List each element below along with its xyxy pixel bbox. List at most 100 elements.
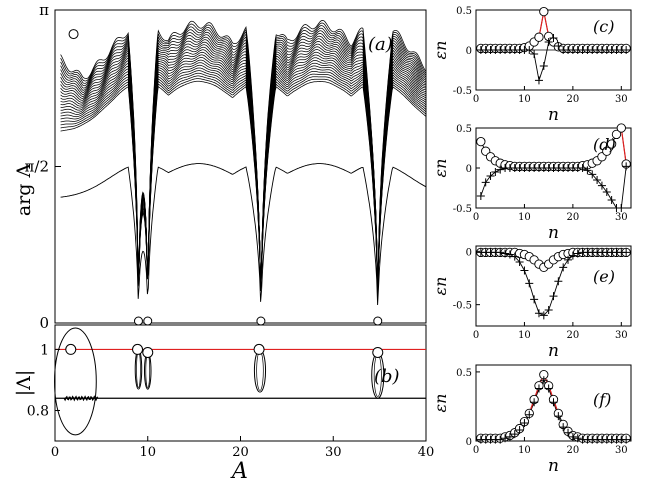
f-x-tick-label-2: 20 — [567, 445, 580, 456]
f-plus-point-5 — [496, 435, 505, 444]
f-plus-point-31 — [622, 435, 631, 444]
f-x-tick-label-1: 10 — [518, 445, 531, 456]
f-plus-point-8 — [510, 430, 519, 439]
c-plus-point-13 — [534, 76, 543, 85]
c-plus-point-12 — [530, 50, 539, 58]
c-x-tick-label-2: 20 — [567, 94, 580, 105]
f-plus-point-21 — [573, 434, 582, 443]
panel-b-inner-loop-2 — [136, 350, 141, 388]
e-x-tick-label-2: 20 — [567, 330, 580, 341]
d-plus-point-23 — [583, 166, 592, 175]
panel-b-marker-1 — [65, 343, 77, 355]
f-y-axis-label: εn — [431, 394, 450, 413]
f-plus-point-6 — [501, 434, 510, 443]
f-plus-point-12 — [530, 398, 539, 407]
panel-b-marker-2 — [132, 343, 144, 355]
panel-a-y-tick-label-2: π — [39, 1, 49, 19]
c-x-axis-label: n — [548, 105, 559, 125]
panel-b-y-axis-label: |Λ| — [13, 370, 35, 397]
d-circle-point-29 — [611, 129, 622, 140]
d-circle-point-27 — [602, 146, 612, 156]
arg-lambda-curve-22 — [60, 75, 427, 296]
c-circle-point-13 — [534, 32, 544, 42]
e-x-axis-label: n — [548, 341, 559, 361]
panel-b-x-tick-label-1: 10 — [139, 445, 156, 460]
f-plus-point-19 — [564, 428, 573, 437]
d-plus-point-31 — [622, 162, 631, 171]
d-panel-label: (d) — [593, 135, 616, 154]
e-plus-point-8 — [510, 252, 519, 261]
panel-a-y-ticks: 0 π/2 π — [25, 1, 61, 332]
panel-a-label: (a) — [368, 34, 393, 55]
d-plus-point-3 — [486, 172, 495, 180]
e-plus-point-17 — [554, 277, 563, 286]
e-plus-point-14 — [539, 311, 548, 320]
panel-b-y-tick-label-0: 0.8 — [27, 403, 49, 419]
arg-lambda-curve-20 — [60, 70, 427, 296]
d-plus-point-26 — [597, 181, 606, 190]
panel-b-loop-1 — [54, 327, 97, 436]
panel-b-x-tick-label-0: 0 — [51, 445, 59, 460]
d-plus-point-28 — [607, 196, 616, 204]
e-plus-point-21 — [573, 249, 582, 258]
panel-a-y-axis-label: arg Λ — [13, 164, 35, 217]
arg-lambda-curve-18 — [60, 64, 427, 296]
panel-f: 0 10 20 30 0 0.5 (f) n εn — [431, 364, 632, 476]
c-panel-label: (c) — [593, 17, 614, 36]
e-x-tick-label-3: 30 — [615, 330, 628, 341]
panel-b-x-axis-label: A — [230, 459, 248, 484]
d-series-plus-line — [480, 166, 627, 209]
d-x-tick-label-0: 0 — [473, 212, 479, 223]
panel-a-y-tick-label-1: π/2 — [25, 158, 49, 176]
panel-b-ticks: 0 10 20 30 40 0.8 1 — [27, 342, 435, 460]
d-plus-point-5 — [496, 165, 505, 174]
f-x-axis-label: n — [548, 456, 559, 476]
d-plus-point-22 — [578, 164, 587, 172]
f-x-tick-label-3: 30 — [615, 445, 628, 456]
d-y-axis-label: εn — [431, 159, 450, 178]
d-circle-point-28 — [606, 139, 617, 149]
panel-b-marker-3 — [142, 346, 154, 358]
arg-lambda-curve-19 — [60, 67, 427, 296]
e-plus-point-7 — [505, 250, 514, 259]
arg-lambda-curve-24 — [60, 80, 427, 296]
panel-a-markers — [68, 29, 383, 326]
c-plus-point-15 — [544, 38, 553, 46]
f-y-tick-label-1: 0.5 — [456, 368, 472, 379]
f-plus-point-9 — [515, 425, 524, 434]
c-plus-point-14 — [539, 62, 548, 70]
panel-b-frame — [54, 324, 427, 442]
c-y-axis-label: εn — [431, 41, 450, 60]
e-plus-point-5 — [496, 248, 505, 257]
c-circle-point-14 — [539, 6, 549, 17]
e-x-tick-label-1: 10 — [518, 330, 531, 341]
e-plus-point-13 — [534, 309, 543, 318]
arg-lambda-curve-11 — [60, 46, 427, 292]
e-plus-point-6 — [501, 249, 510, 258]
f-x-tick-label-0: 0 — [473, 445, 479, 456]
d-plus-point-1 — [476, 192, 485, 200]
e-plus-point-12 — [530, 295, 539, 304]
e-y-tick-label-1: 0 — [466, 247, 472, 258]
e-x-tick-label-0: 0 — [473, 330, 479, 341]
d-x-tick-label-2: 20 — [567, 212, 580, 223]
e-plus-point-9 — [515, 258, 524, 266]
panel-a-y-tick-label-0: 0 — [39, 314, 49, 332]
d-plus-point-4 — [491, 168, 500, 176]
c-x-tick-label-1: 10 — [518, 94, 531, 105]
f-plus-point-11 — [525, 410, 534, 419]
arg-lambda-curve-21 — [60, 72, 427, 296]
e-plus-point-31 — [622, 248, 631, 257]
c-y-tick-label-0: -0.5 — [453, 86, 472, 97]
d-x-axis-label: n — [548, 223, 559, 243]
f-plus-point-15 — [544, 384, 553, 393]
panel-b-reference-lines — [55, 348, 426, 399]
d-x-tick-label-3: 30 — [615, 212, 628, 223]
f-plus-point-16 — [549, 398, 558, 407]
panel-b-wiggle — [63, 395, 99, 402]
c-plus-point-16 — [549, 34, 558, 42]
panel-a-marker-1 — [68, 29, 79, 40]
c-y-tick-label-2: 0.5 — [456, 6, 472, 17]
e-y-tick-label-0: -0.5 — [453, 301, 472, 312]
